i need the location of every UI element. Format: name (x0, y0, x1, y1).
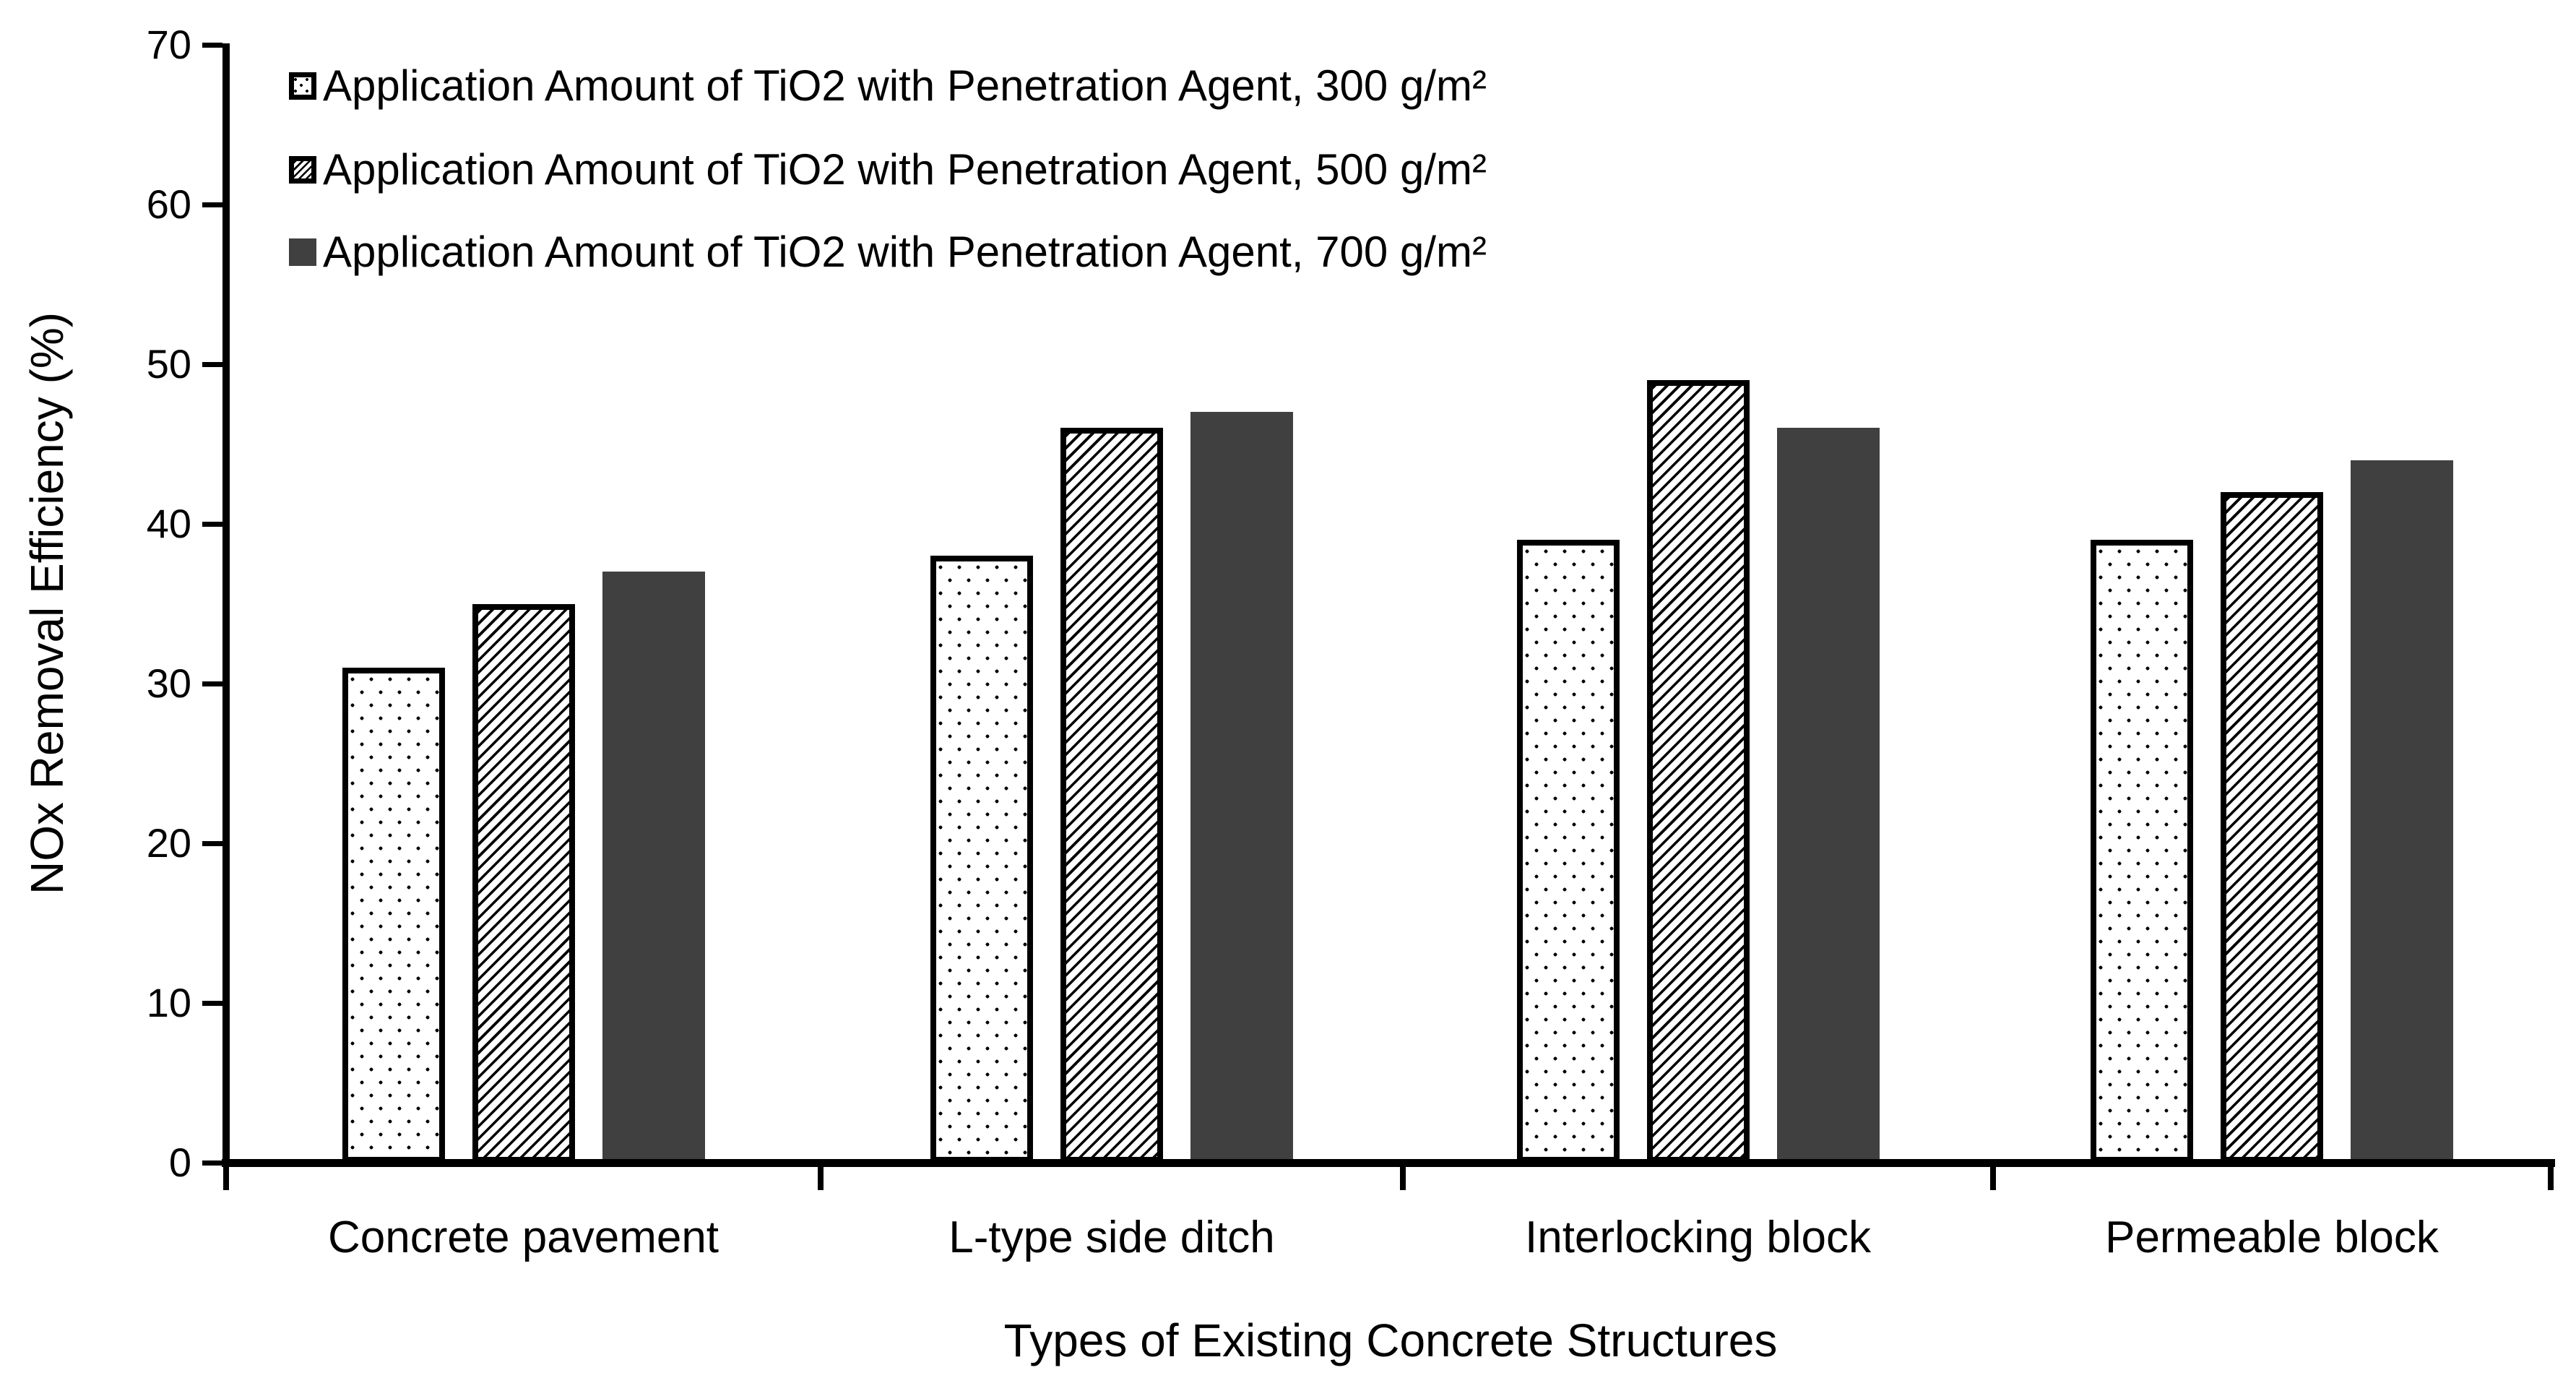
y-tick-label: 70 (146, 22, 191, 67)
x-tick (1400, 1163, 1406, 1190)
bar-cat3-series2 (2351, 460, 2453, 1163)
legend-label: Application Amount of TiO2 with Penetrat… (323, 61, 1487, 110)
legend-label: Application Amount of TiO2 with Penetrat… (323, 145, 1487, 194)
bar-cat2-series1 (1646, 380, 1750, 1163)
x-axis-line (222, 1159, 2555, 1167)
y-tick-label: 40 (146, 501, 191, 546)
bar-cat1-series1 (1060, 428, 1163, 1163)
y-axis-line (222, 43, 230, 1167)
legend-item-500: Application Amount of TiO2 with Penetrat… (289, 147, 1487, 192)
y-tick-label: 50 (146, 341, 191, 387)
y-tick-label: 10 (146, 980, 191, 1025)
x-tick (1990, 1163, 1996, 1190)
x-tick (223, 1163, 229, 1190)
legend-swatch-solid-icon (289, 238, 316, 266)
y-tick (202, 840, 222, 846)
x-category-label: Concrete pavement (327, 1213, 719, 1262)
y-axis-title: NOx Removal Efficiency (%) (21, 311, 73, 895)
legend-item-300: Application Amount of TiO2 with Penetrat… (289, 64, 1487, 108)
y-tick-label: 60 (146, 181, 191, 227)
x-category-label: Interlocking block (1524, 1213, 1872, 1262)
y-tick-label: 30 (146, 660, 191, 706)
bar-cat0-series1 (472, 603, 575, 1163)
bar-cat2-series0 (1516, 540, 1620, 1163)
legend-item-700: Application Amount of TiO2 with Penetrat… (289, 230, 1487, 275)
legend-label: Application Amount of TiO2 with Penetrat… (323, 228, 1487, 276)
y-tick (202, 521, 222, 527)
bar-cat0-series2 (602, 572, 705, 1163)
y-tick (202, 681, 222, 686)
x-tick (818, 1163, 824, 1190)
legend-swatch-dots-icon (289, 72, 316, 100)
x-category-label: L-type side ditch (948, 1213, 1275, 1262)
bar-cat1-series0 (930, 556, 1033, 1163)
legend-swatch-hatch-icon (289, 156, 316, 184)
x-axis-title: Types of Existing Concrete Structures (1003, 1314, 1778, 1366)
bar-cat0-series0 (342, 667, 445, 1163)
y-tick (202, 361, 222, 367)
bar-cat1-series2 (1190, 412, 1293, 1163)
bar-cat3-series0 (2091, 540, 2193, 1163)
y-tick (202, 42, 222, 48)
y-tick (202, 1160, 222, 1166)
x-tick (2548, 1163, 2554, 1190)
y-tick (202, 202, 222, 207)
bar-cat2-series2 (1776, 428, 1880, 1163)
y-tick-label: 20 (146, 820, 191, 866)
x-category-label: Permeable block (2105, 1213, 2439, 1262)
bar-cat3-series1 (2221, 491, 2323, 1163)
y-tick (202, 1000, 222, 1006)
y-tick-label: 0 (168, 1140, 191, 1185)
